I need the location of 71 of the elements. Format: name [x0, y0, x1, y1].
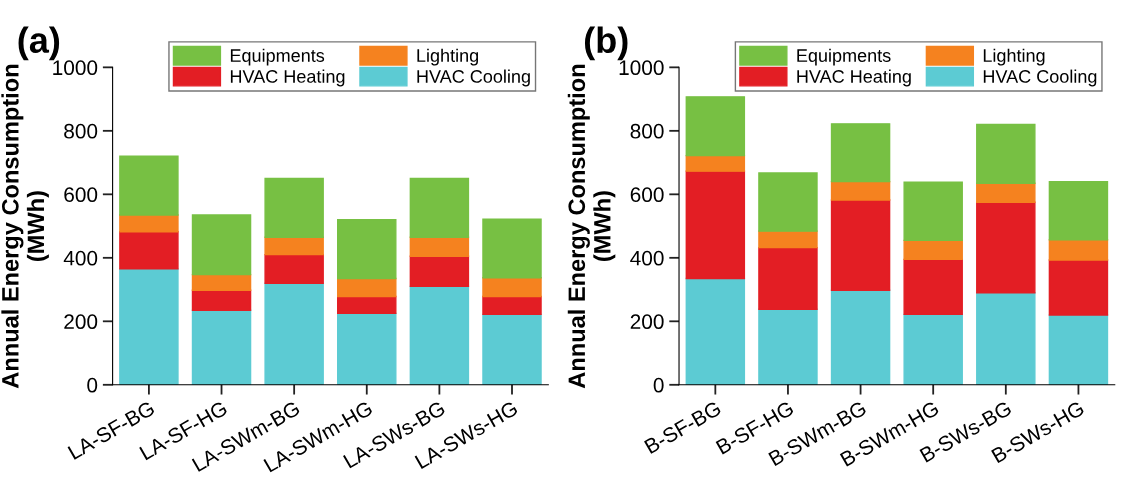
- chart-title: (b): [584, 26, 628, 61]
- bar: [409, 236, 470, 257]
- y-axis-title: Annual Energy Consumption (MWh): [567, 64, 616, 389]
- bar: [830, 180, 891, 201]
- legend-label: HVAC Heating: [797, 69, 911, 87]
- y-tick-label: 400: [63, 250, 98, 266]
- bar: [1048, 180, 1109, 241]
- bar: [482, 277, 542, 298]
- bar: [337, 312, 397, 385]
- bar: [1048, 259, 1109, 316]
- legend-label: Lighting: [983, 48, 1045, 66]
- bar: [903, 258, 963, 316]
- legend-label: Lighting: [417, 48, 479, 66]
- bar: [976, 292, 1036, 385]
- y-axis-title: Annual Energy Consumption (MWh): [1, 64, 49, 389]
- chart-title: (a): [18, 26, 60, 61]
- bar: [1048, 239, 1109, 261]
- y-tick-label: 800: [64, 123, 98, 139]
- bar: [903, 239, 963, 261]
- bar: [337, 219, 397, 280]
- y-tick-label: 1000: [619, 60, 664, 76]
- bar: [409, 177, 470, 238]
- y-tick-label: 200: [630, 314, 664, 330]
- bar: [903, 181, 963, 242]
- legend-label: HVAC Cooling: [417, 69, 530, 87]
- y-tick-label: 0: [87, 377, 98, 393]
- bar: [482, 218, 542, 279]
- bar: [264, 253, 324, 284]
- bar: [482, 313, 542, 385]
- bar: [758, 308, 818, 385]
- bar: [191, 273, 252, 291]
- bar: [976, 201, 1036, 294]
- bar: [976, 123, 1036, 184]
- bar: [685, 96, 746, 157]
- bar: [903, 313, 963, 385]
- bar: [830, 289, 891, 385]
- bar: [119, 231, 179, 270]
- bar: [685, 170, 746, 280]
- legend-label: Equipments: [797, 48, 891, 66]
- bar: [337, 277, 397, 298]
- bar: [758, 172, 818, 232]
- y-tick-label: 0: [653, 377, 664, 393]
- bar: [264, 282, 324, 385]
- bar: [191, 289, 252, 311]
- bar: [830, 123, 891, 183]
- bar: [409, 255, 470, 288]
- bar: [264, 236, 324, 256]
- bar: [758, 230, 818, 249]
- bar: [119, 268, 179, 385]
- bar: [830, 199, 891, 291]
- y-tick-label: 600: [630, 187, 664, 203]
- bar: [685, 277, 746, 385]
- bar: [758, 246, 818, 310]
- bar: [337, 295, 397, 315]
- legend-label: HVAC Cooling: [983, 69, 1097, 87]
- legend-label: HVAC Heating: [230, 69, 345, 87]
- bar: [482, 295, 542, 316]
- bar: [1048, 314, 1109, 385]
- y-tick-label: 600: [64, 187, 98, 203]
- y-tick-label: 400: [630, 250, 664, 266]
- y-tick-label: 200: [64, 314, 98, 330]
- bar: [409, 285, 470, 385]
- bar: [119, 155, 179, 216]
- bar: [264, 177, 324, 238]
- bar: [976, 182, 1036, 203]
- legend-label: Equipments: [230, 48, 325, 66]
- bar: [685, 154, 746, 172]
- bar: [191, 214, 252, 276]
- y-tick-label: 800: [630, 123, 664, 139]
- y-tick-label: 1000: [53, 60, 98, 76]
- bar: [191, 309, 252, 385]
